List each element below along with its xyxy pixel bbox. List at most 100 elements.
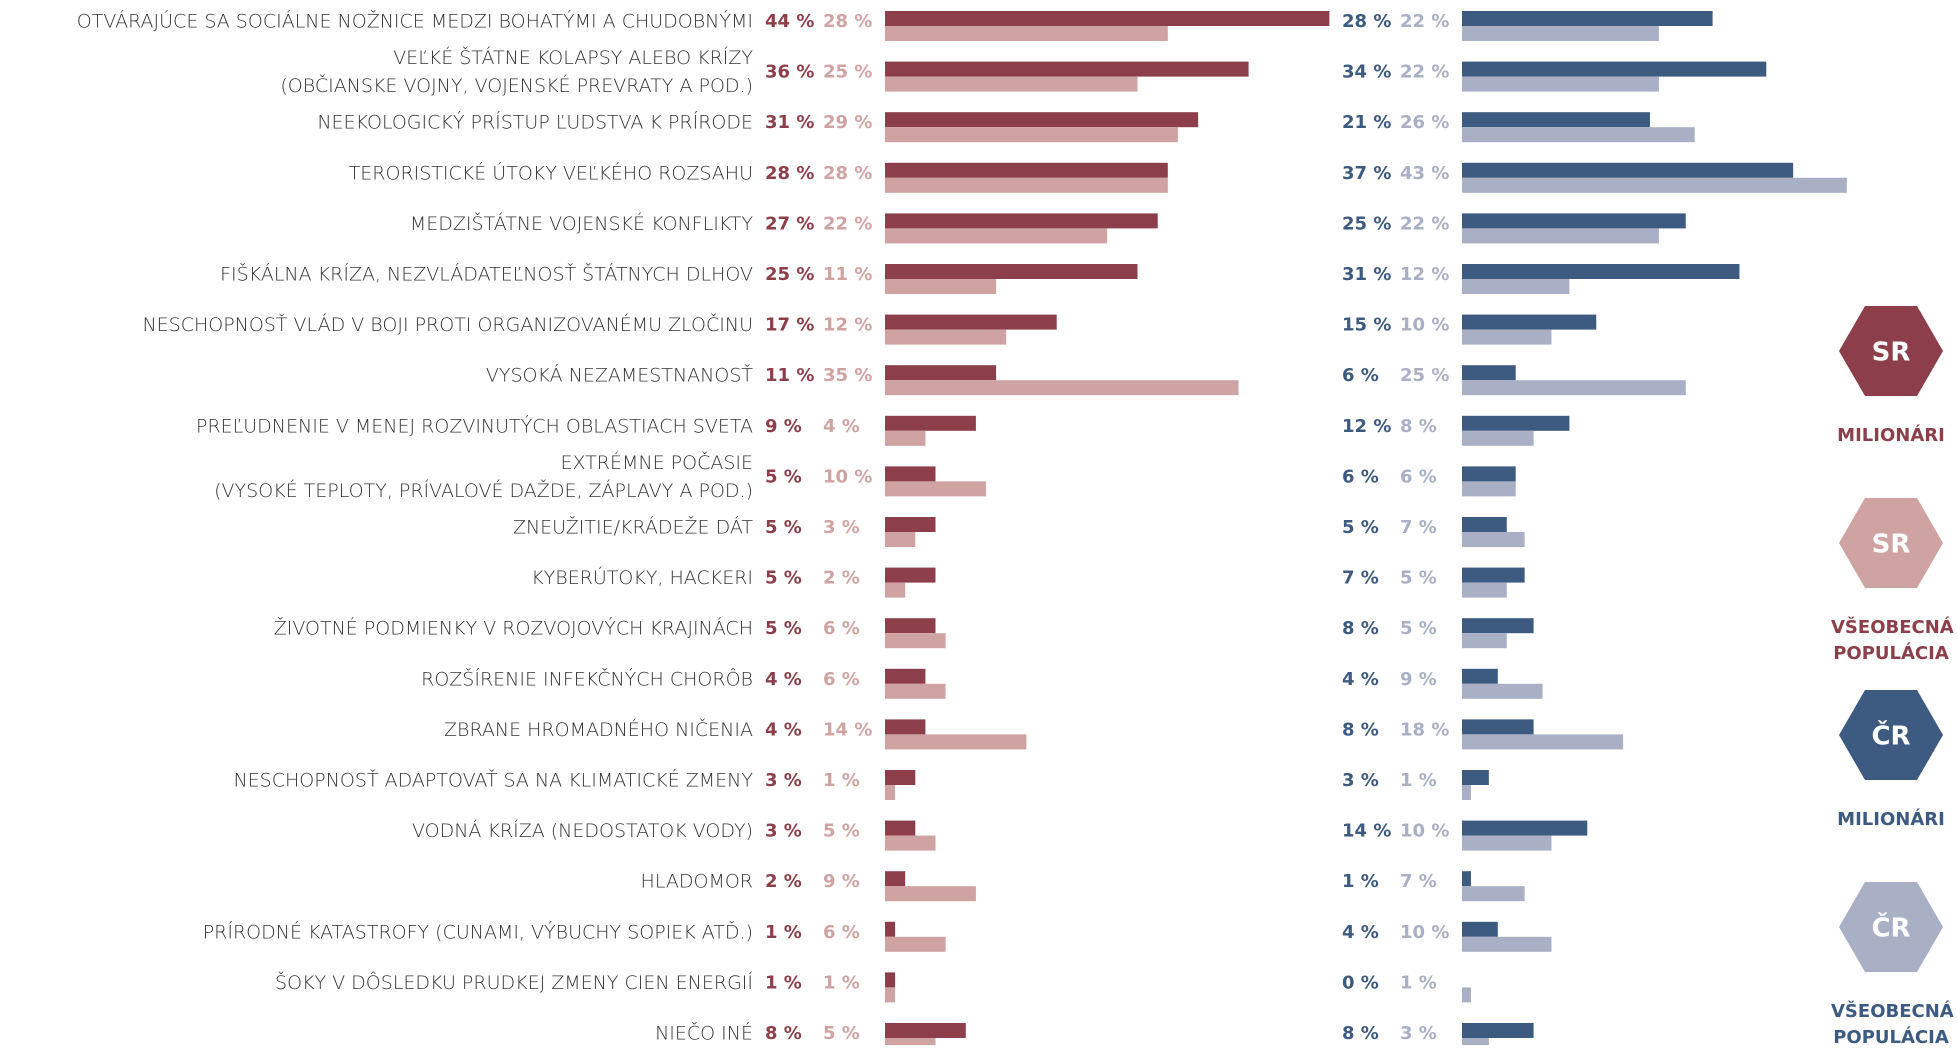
bar [1462, 921, 1498, 937]
value-label: 12 % [1342, 416, 1391, 437]
category-label: FIŠKÁLNA KRÍZA, NEZVLÁDATEĽNOSŤ ŠTÁTNYCH… [220, 262, 753, 286]
value-label: 3 % [823, 517, 860, 538]
legend-group: ČR [1871, 720, 1910, 752]
category-label: PREĽUDNENIE V MENEJ ROZVINUTÝCH OBLASTIA… [196, 414, 753, 437]
bar [1462, 820, 1588, 836]
category-label: NIEČO INÉ [655, 1021, 753, 1045]
legend-label: VŠEOBECNÁ POPULÁCIA [1831, 617, 1954, 664]
bar [1462, 1038, 1489, 1045]
value-label: 15 % [1342, 315, 1391, 336]
value-label: 9 % [1400, 669, 1437, 690]
bar [885, 921, 896, 937]
category-label: NESCHOPNOSŤ VLÁD V BOJI PROTI ORGANIZOVA… [142, 312, 753, 336]
value-label: 11 % [823, 264, 872, 285]
value-label: 35 % [823, 365, 872, 386]
bar [885, 11, 1330, 26]
bar [885, 820, 916, 836]
bar [1462, 785, 1471, 800]
legend-label: VŠEOBECNÁ POPULÁCIA [1831, 1001, 1954, 1048]
value-label: 1 % [1400, 770, 1437, 791]
bar [1462, 517, 1507, 532]
bar [885, 567, 936, 583]
bar [885, 517, 936, 532]
bar [1462, 213, 1686, 229]
value-label: 27 % [765, 213, 814, 234]
bar [1462, 430, 1534, 446]
value-label: 37 % [1342, 163, 1391, 184]
value-label: 22 % [1400, 11, 1449, 32]
bar [885, 76, 1138, 92]
value-label: 5 % [823, 821, 860, 842]
value-label: 28 % [823, 11, 872, 32]
legend-label: MILIONÁRI [1837, 425, 1945, 446]
value-label: 3 % [765, 821, 802, 842]
bar [885, 466, 936, 482]
value-label: 5 % [823, 1023, 860, 1044]
value-label: 1 % [765, 972, 802, 993]
value-label: 9 % [765, 416, 802, 437]
bar [885, 582, 906, 598]
value-label: 2 % [823, 568, 860, 589]
value-label: 34 % [1342, 62, 1391, 83]
value-label: 6 % [1400, 466, 1437, 487]
bar [1462, 365, 1516, 381]
bar [885, 987, 896, 1003]
bar [1462, 26, 1659, 41]
category-label: VYSOKÁ NEZAMESTNANOSŤ [486, 364, 754, 387]
bar [885, 719, 926, 735]
bar [885, 1023, 966, 1038]
value-label: 25 % [1342, 213, 1391, 234]
value-label: 22 % [1400, 213, 1449, 234]
bar [1462, 380, 1686, 396]
bar [885, 279, 997, 294]
value-label: 10 % [1400, 315, 1449, 336]
category-label: (VYSOKÉ TEPLOTY, PRÍVALOVÉ DAŽDE, ZÁPLAV… [214, 479, 753, 502]
value-label: 11 % [765, 365, 814, 386]
bar [1462, 1023, 1534, 1038]
bar [885, 532, 916, 547]
bar [885, 365, 997, 381]
value-label: 12 % [1400, 264, 1449, 285]
bar [1462, 329, 1552, 345]
bar [1462, 76, 1659, 92]
value-label: 6 % [823, 922, 860, 943]
value-label: 6 % [1342, 466, 1379, 487]
category-label: MEDZIŠTÁTNE VOJENSKÉ KONFLIKTY [410, 211, 754, 235]
bar [885, 785, 896, 800]
category-label: ZNEUŽITIE/KRÁDEŽE DÁT [513, 516, 753, 539]
bar [885, 61, 1249, 77]
legend-hexagon [1839, 497, 1943, 589]
value-label: 26 % [1400, 112, 1449, 133]
value-label: 25 % [765, 264, 814, 285]
value-label: 8 % [1342, 719, 1379, 740]
value-label: 8 % [765, 1023, 802, 1044]
value-label: 1 % [823, 972, 860, 993]
value-label: 17 % [765, 315, 814, 336]
bar [885, 618, 936, 634]
value-label: 7 % [1342, 568, 1379, 589]
bar [885, 264, 1138, 279]
bar [1462, 61, 1767, 77]
bar [1462, 415, 1570, 431]
bar [885, 380, 1239, 396]
bar [1462, 264, 1740, 279]
value-label: 4 % [765, 669, 802, 690]
category-label: OTVÁRAJÚCE SA SOCIÁLNE NOŽNICE MEDZI BOH… [77, 9, 753, 33]
category-label: HLADOMOR [641, 871, 753, 893]
value-label: 8 % [1342, 618, 1379, 639]
legend-hexagon [1839, 689, 1943, 781]
value-label: 25 % [1400, 365, 1449, 386]
bar [885, 770, 916, 785]
value-label: 9 % [823, 871, 860, 892]
bar [885, 936, 946, 952]
category-label: NESCHOPNOSŤ ADAPTOVAŤ SA NA KLIMATICKÉ Z… [233, 769, 753, 792]
value-label: 36 % [765, 62, 814, 83]
bar [1462, 886, 1525, 902]
value-label: 28 % [823, 163, 872, 184]
value-label: 3 % [765, 770, 802, 791]
category-label: ZBRANE HROMADNÉHO NIČENIA [444, 717, 753, 741]
value-label: 12 % [823, 315, 872, 336]
value-label: 1 % [823, 770, 860, 791]
bar [1462, 162, 1794, 178]
value-label: 8 % [1342, 1023, 1379, 1044]
